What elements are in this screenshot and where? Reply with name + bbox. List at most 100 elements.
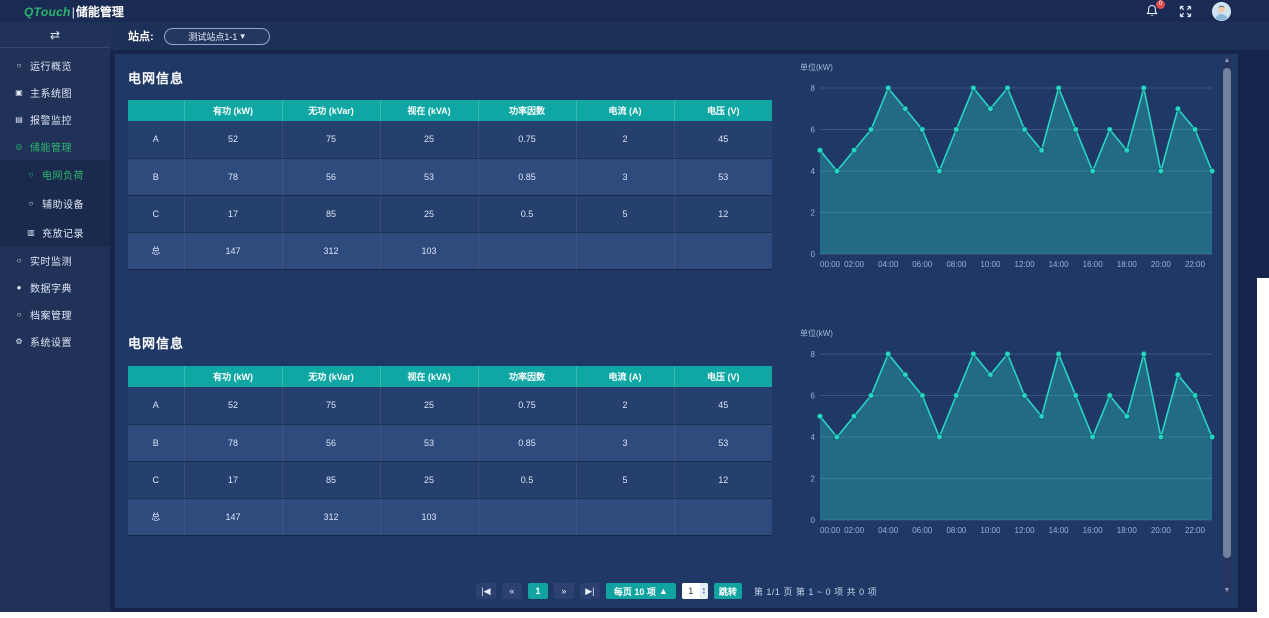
svg-text:06:00: 06:00 [912, 260, 933, 269]
diagram-icon: ▣ [15, 88, 23, 97]
sidebar-collapse-button[interactable]: ⇄ [0, 22, 110, 48]
page-size-select[interactable]: 每页 10 项 ▲ [605, 583, 676, 599]
svg-text:04:00: 04:00 [878, 260, 899, 269]
table-header-row: 有功 (kW) 无功 (kVar) 视在 (kVA) 功率因数 电流 (A) 电压 (V) [128, 100, 772, 121]
jump-page-input[interactable] [681, 583, 700, 599]
scroll-up-icon[interactable]: ▲ [1223, 57, 1231, 64]
sidebar-menu: ○ 运行概览 ▣ 主系统图 ▤ 报警监控 ◎ 储能管理 ○ 电网负荷 ○ 辅助设备 ▥ 充放记录 ○ 实时监测… [0, 48, 110, 355]
cell: 0.75 [478, 387, 577, 425]
scrollbar-thumb[interactable] [1223, 68, 1231, 558]
cell: 0.75 [478, 121, 577, 159]
sidebar-item-9[interactable]: ○ 档案管理 [0, 301, 110, 328]
svg-text:6: 6 [811, 392, 816, 401]
sidebar-item-7[interactable]: ○ 实时监测 [0, 247, 110, 274]
svg-text:4: 4 [811, 433, 816, 442]
section-title: 电网信息 [128, 336, 185, 351]
svg-text:2: 2 [811, 209, 816, 218]
cell: 45 [674, 121, 772, 159]
sidebar-item-label: 数据字典 [30, 284, 72, 295]
cell: 53 [674, 424, 772, 462]
number-stepper[interactable]: ▲ ▼ [699, 583, 708, 599]
station-label: 站点: [128, 31, 154, 43]
table-row: 总 147 312 103 [128, 232, 772, 270]
sidebar-item-label: 报警监控 [30, 116, 72, 127]
circle-outline-icon: ○ [28, 170, 34, 179]
svg-text:0: 0 [811, 516, 816, 525]
sidebar-item-6[interactable]: ▥ 充放记录 [0, 218, 110, 247]
sidebar-item-1[interactable]: ▣ 主系统图 [0, 79, 110, 106]
person-icon [1212, 1, 1231, 21]
table-row: C 17 85 25 0.5 5 12 [128, 461, 772, 499]
sidebar-item-5[interactable]: ○ 辅助设备 [0, 189, 110, 218]
cell: 53 [380, 158, 479, 196]
sidebar-item-8[interactable]: ● 数据字典 [0, 274, 110, 301]
next-page-button[interactable]: » [553, 583, 574, 599]
sidebar-item-10[interactable]: ⚙ 系统设置 [0, 328, 110, 355]
cell: 312 [282, 498, 381, 536]
cell: 0.5 [478, 195, 577, 233]
svg-text:18:00: 18:00 [1117, 260, 1138, 269]
stepper-down-icon: ▼ [701, 590, 706, 595]
column-header: 电流 (A) [576, 100, 675, 121]
fullscreen-icon[interactable] [1179, 5, 1192, 18]
column-header [128, 366, 185, 387]
page-size-label: 每页 10 项 [613, 586, 656, 597]
last-page-button[interactable]: ▶| [579, 583, 600, 599]
user-avatar[interactable] [1212, 1, 1231, 21]
column-header: 有功 (kW) [184, 366, 283, 387]
first-page-button[interactable]: |◀ [475, 583, 496, 599]
cell: 56 [282, 158, 381, 196]
sidebar-item-3[interactable]: ◎ 储能管理 [0, 133, 110, 160]
svg-text:18:00: 18:00 [1117, 526, 1138, 535]
sidebar-item-0[interactable]: ○ 运行概览 [0, 52, 110, 79]
cell: 85 [282, 461, 381, 499]
vertical-scrollbar[interactable]: ▲ ▼ [1222, 56, 1232, 596]
svg-text:2: 2 [811, 475, 816, 484]
table-row: A 52 75 25 0.75 2 45 [128, 121, 772, 159]
sidebar-item-4[interactable]: ○ 电网负荷 [0, 160, 110, 189]
caret-up-icon: ▲ [658, 586, 668, 596]
column-header: 无功 (kVar) [282, 366, 381, 387]
current-page-button[interactable]: 1 [527, 583, 548, 599]
scroll-down-icon[interactable]: ▼ [1223, 587, 1231, 594]
station-select[interactable]: 测试站点1-1 ▾ [163, 27, 270, 45]
cell: 103 [380, 232, 479, 270]
sidebar-item-label: 储能管理 [30, 143, 72, 154]
cell [576, 498, 675, 536]
cell: 78 [184, 158, 283, 196]
column-header: 功率因数 [478, 366, 577, 387]
station-toolbar: 站点: 测试站点1-1 ▾ [110, 22, 1269, 50]
top-bar: QTouch|储能管理 0 [0, 0, 1269, 22]
bell-icon [1146, 4, 1158, 16]
cell: 75 [282, 387, 381, 425]
jump-button[interactable]: 跳转 [713, 583, 742, 599]
cell: 52 [184, 387, 283, 425]
cell [478, 498, 577, 536]
table-header-row: 有功 (kW) 无功 (kVar) 视在 (kVA) 功率因数 电流 (A) 电压 (V) [128, 366, 772, 387]
column-header: 电流 (A) [576, 366, 675, 387]
circle-filled-icon: ● [16, 283, 22, 292]
submenu-group: ○ 电网负荷 ○ 辅助设备 ▥ 充放记录 [0, 160, 110, 247]
chart-unit-label: 单位(kW) [800, 63, 833, 72]
jump-page-field: ▲▼ [681, 583, 708, 599]
cell: 53 [674, 158, 772, 196]
cell: 3 [576, 424, 675, 462]
column-header [128, 100, 185, 121]
cell: 0.85 [478, 158, 577, 196]
row-label: B [128, 158, 185, 196]
svg-text:00:00: 00:00 [820, 526, 841, 535]
notification-bell-button[interactable]: 0 [1145, 0, 1165, 18]
svg-text:14:00: 14:00 [1049, 526, 1070, 535]
sidebar-item-2[interactable]: ▤ 报警监控 [0, 106, 110, 133]
circle-outline-icon: ○ [28, 199, 34, 208]
column-header: 无功 (kVar) [282, 100, 381, 121]
cell: 75 [282, 121, 381, 159]
prev-page-button[interactable]: « [501, 583, 522, 599]
sidebar-item-label: 运行概览 [30, 62, 72, 73]
app-logo: QTouch|储能管理 [24, 3, 124, 20]
cell: 147 [184, 232, 283, 270]
cell: 0.85 [478, 424, 577, 462]
svg-text:6: 6 [811, 126, 816, 135]
svg-text:12:00: 12:00 [1015, 260, 1036, 269]
